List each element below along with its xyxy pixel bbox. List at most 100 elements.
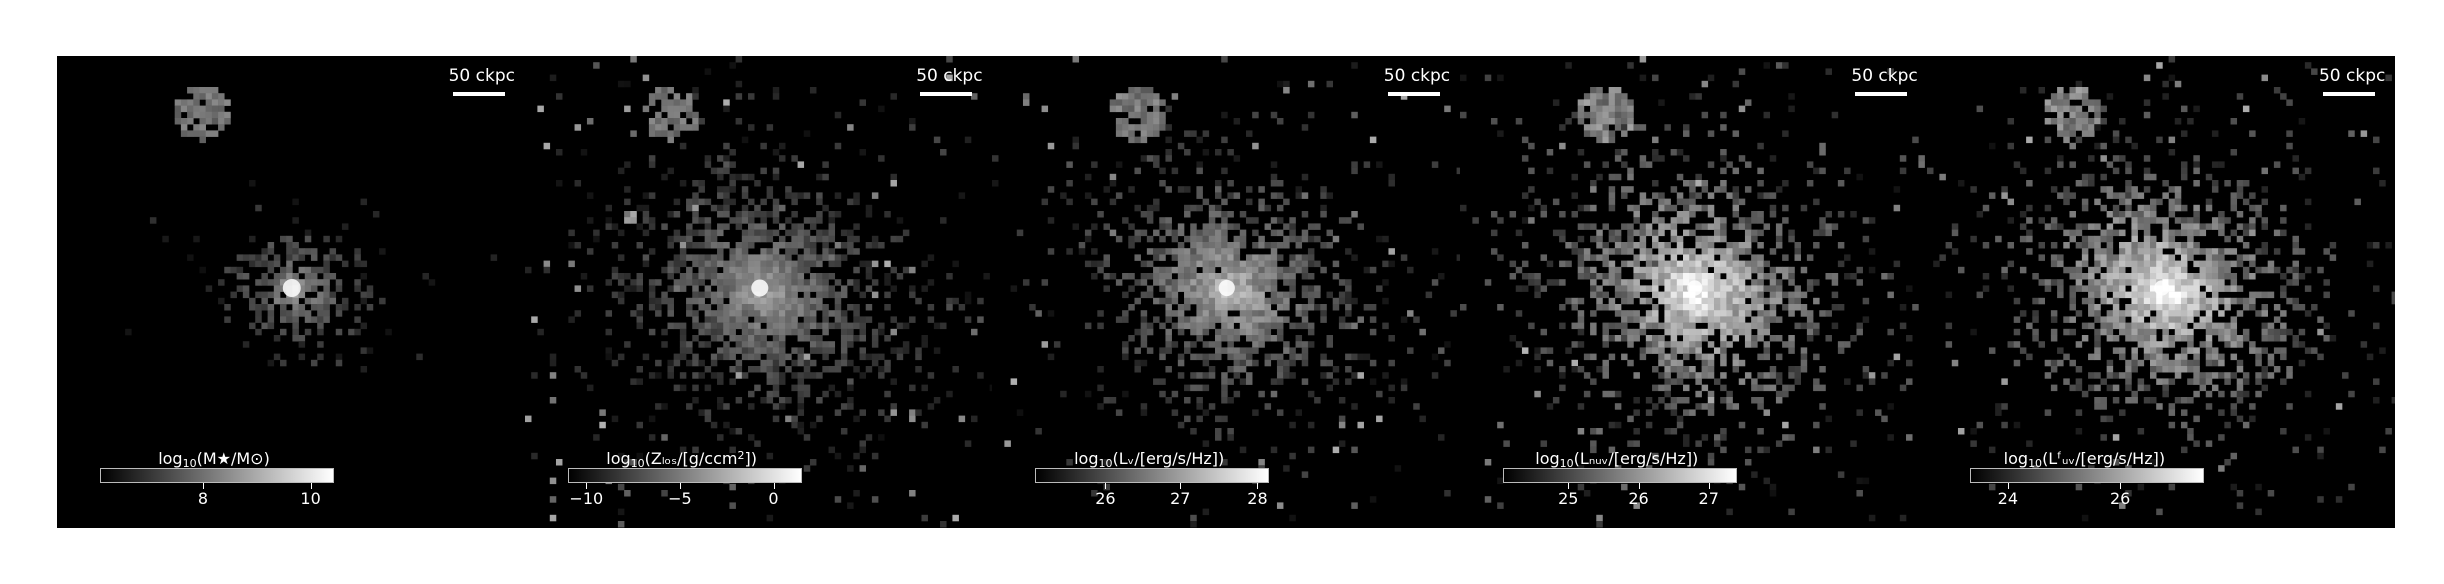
- map-pixel: [1794, 285, 1801, 292]
- map-pixel: [1627, 124, 1634, 131]
- map-pixel: [304, 297, 312, 305]
- map-pixel: [341, 260, 349, 268]
- map-pixel: [2237, 378, 2244, 385]
- map-pixel: [945, 74, 953, 82]
- map-pixel: [1757, 403, 1764, 410]
- map-pixel: [1905, 434, 1913, 441]
- map-pixel: [846, 124, 854, 131]
- map-pixel: [1707, 130, 1715, 137]
- map-pixel: [679, 180, 686, 187]
- map-pixel: [2274, 366, 2281, 373]
- map-pixel: [2292, 304, 2300, 311]
- map-pixel: [2224, 421, 2232, 429]
- map-pixel: [1577, 273, 1584, 280]
- map-pixel: [2237, 211, 2244, 218]
- map-pixel: [890, 378, 897, 385]
- map-pixel: [2187, 310, 2195, 317]
- map-pixel: [2082, 87, 2089, 94]
- map-pixel: [784, 192, 792, 199]
- map-pixel: [704, 235, 711, 243]
- map-pixel: [1171, 291, 1179, 299]
- map-pixel: [2131, 229, 2139, 237]
- map-pixel: [2113, 372, 2120, 379]
- map-pixel: [1239, 310, 1247, 317]
- map-pixel: [877, 353, 885, 361]
- map-pixel: [1270, 291, 1278, 299]
- map-pixel: [1239, 266, 1247, 274]
- map-pixel: [205, 87, 213, 94]
- map-pixel: [1620, 223, 1628, 230]
- map-pixel: [1757, 291, 1764, 299]
- map-pixel: [1695, 304, 1702, 311]
- map-pixel: [1918, 161, 1925, 168]
- map-pixel: [747, 390, 755, 398]
- map-pixel: [1252, 304, 1259, 311]
- map-pixel: [1066, 180, 1074, 187]
- map-pixel: [2088, 180, 2095, 187]
- map-pixel: [1732, 310, 1739, 317]
- map-pixel: [1178, 254, 1185, 261]
- map-pixel: [1651, 452, 1659, 460]
- map-pixel: [1444, 490, 1451, 497]
- map-pixel: [2100, 397, 2108, 404]
- map-pixel: [2113, 335, 2120, 342]
- map-pixel: [877, 155, 885, 162]
- map-pixel: [1633, 291, 1640, 299]
- map-pixel: [1184, 291, 1191, 299]
- map-pixel: [2230, 409, 2238, 416]
- map-pixel: [815, 341, 823, 348]
- map-pixel: [1308, 390, 1315, 398]
- map-pixel: [2150, 353, 2157, 361]
- map-pixel: [766, 279, 773, 286]
- map-pixel: [1171, 390, 1179, 398]
- map-pixel: [1215, 434, 1222, 441]
- map-pixel: [2082, 111, 2089, 119]
- map-pixel: [1676, 285, 1684, 292]
- map-pixel: [2255, 378, 2263, 385]
- map-pixel: [1289, 260, 1297, 268]
- map-pixel: [2082, 180, 2089, 187]
- colorbar-tick: [1105, 483, 1107, 489]
- map-pixel: [741, 186, 748, 193]
- map-pixel: [1215, 260, 1222, 268]
- map-pixel: [797, 254, 804, 261]
- map-pixel: [1332, 273, 1340, 280]
- map-pixel: [691, 359, 699, 367]
- map-pixel: [1215, 254, 1222, 261]
- map-pixel: [1147, 130, 1154, 137]
- map-pixel: [803, 297, 810, 305]
- map-pixel: [2261, 366, 2269, 373]
- map-pixel: [2162, 223, 2170, 230]
- map-pixel: [1134, 366, 1142, 373]
- map-pixel: [1676, 173, 1684, 181]
- map-pixel: [840, 403, 848, 410]
- map-pixel: [1633, 204, 1640, 212]
- map-pixel: [716, 242, 724, 249]
- map-pixel: [1196, 310, 1204, 317]
- map-pixel: [1583, 353, 1591, 361]
- map-pixel: [679, 353, 686, 361]
- colorbar-tick-label: −10: [569, 489, 604, 508]
- map-pixel: [1596, 93, 1603, 100]
- map-pixel: [1651, 285, 1659, 292]
- map-pixel: [1128, 335, 1135, 342]
- map-pixel: [2261, 217, 2269, 224]
- map-pixel: [2082, 93, 2089, 100]
- map-pixel: [921, 514, 928, 522]
- map-pixel: [1682, 304, 1690, 311]
- map-pixel: [2076, 279, 2083, 286]
- map-pixel: [2051, 223, 2058, 230]
- map-pixel: [2150, 248, 2157, 255]
- map-pixel: [1806, 316, 1814, 323]
- map-pixel: [2323, 322, 2331, 330]
- map-pixel: [2076, 93, 2083, 100]
- map-pixel: [2125, 204, 2133, 212]
- map-pixel: [2100, 105, 2108, 113]
- map-pixel: [834, 390, 841, 398]
- map-pixel: [1459, 204, 1467, 212]
- map-pixel: [871, 353, 878, 361]
- map-pixel: [2274, 229, 2281, 237]
- map-pixel: [797, 328, 804, 336]
- map-pixel: [691, 198, 699, 206]
- map-pixel: [2199, 279, 2207, 286]
